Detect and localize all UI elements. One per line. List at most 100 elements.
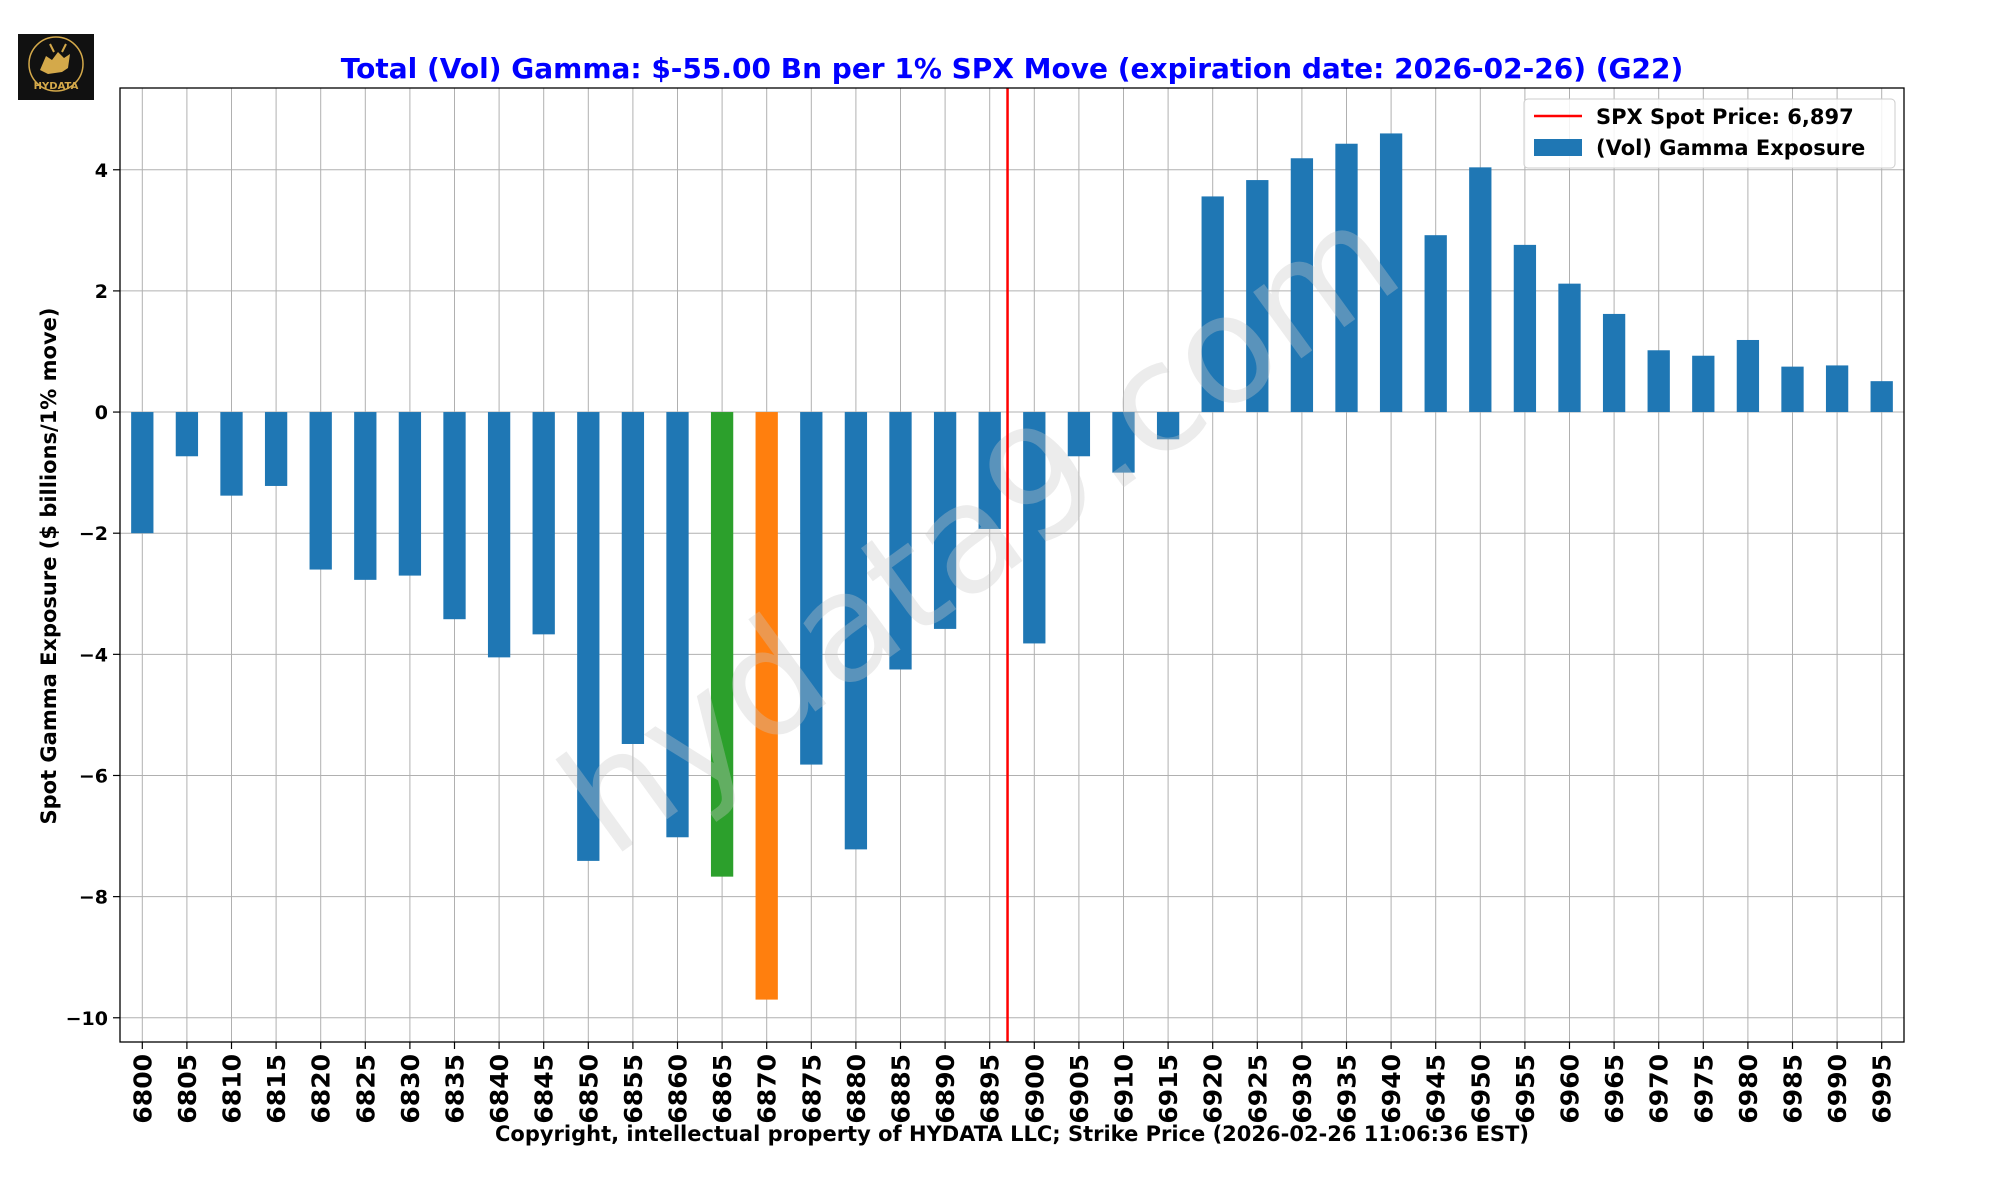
bar-6910	[1112, 412, 1135, 473]
y-tick-label: −8	[79, 887, 108, 909]
bar-6930	[1290, 158, 1314, 413]
x-tick-label: 6890	[931, 1054, 960, 1124]
bar-6970	[1647, 350, 1670, 413]
x-tick-label: 6850	[574, 1054, 603, 1124]
x-tick-label: 6860	[664, 1054, 693, 1124]
x-tick-label: 6805	[173, 1054, 202, 1124]
x-tick-label: 6950	[1466, 1054, 1495, 1124]
y-tick-label: −4	[79, 644, 108, 666]
watermark: hydata9.com	[530, 169, 1429, 889]
bar-6800	[131, 412, 154, 534]
bar-6900	[1023, 412, 1046, 644]
plot-frame	[119, 87, 1905, 1043]
x-tick-label: 6910	[1110, 1054, 1139, 1124]
x-tick-label: 6980	[1734, 1054, 1763, 1124]
y-tick-label: 0	[95, 402, 108, 424]
x-tick-label: 6975	[1689, 1054, 1718, 1124]
x-tick-label: 6925	[1243, 1054, 1272, 1124]
bar-6940	[1379, 133, 1403, 413]
x-tick-label: 6900	[1020, 1054, 1049, 1124]
logo-text: HYDATA	[34, 81, 79, 92]
x-tick-label: 6940	[1377, 1054, 1406, 1124]
x-tick-label: 6880	[842, 1054, 871, 1124]
bar-6905	[1067, 412, 1091, 457]
y-axis-label: Spot Gamma Exposure ($ billions/1% move)	[37, 308, 61, 825]
bar-6815	[264, 412, 288, 486]
x-tick-label: 6855	[619, 1054, 648, 1124]
x-tick-label: 6970	[1645, 1054, 1674, 1124]
x-tick-label: 6820	[307, 1054, 336, 1124]
x-tick-label: 6865	[708, 1054, 737, 1124]
bar-6920	[1201, 196, 1224, 413]
x-tick-label: 6870	[753, 1054, 782, 1124]
x-tick-label: 6810	[218, 1054, 247, 1124]
x-tick-label: 6920	[1199, 1054, 1228, 1124]
x-tick-label: 6875	[797, 1054, 826, 1124]
x-tick-label: 6995	[1868, 1054, 1897, 1124]
bar-6955	[1513, 244, 1537, 413]
bar-6810	[220, 412, 243, 496]
bar-6925	[1246, 180, 1269, 413]
bar-6830	[398, 412, 422, 576]
x-tick-label: 6830	[396, 1054, 425, 1124]
bar-6890	[933, 412, 957, 629]
bar-6860	[666, 412, 689, 838]
x-tick-label: 6965	[1600, 1054, 1629, 1124]
bull-logo-icon: HYDATA	[28, 36, 84, 92]
x-tick-label: 6840	[485, 1054, 514, 1124]
x-tick-label: 6885	[887, 1054, 916, 1124]
x-tick-label: 6935	[1333, 1054, 1362, 1124]
bar-6960	[1558, 283, 1581, 413]
x-tick-label: 6990	[1823, 1054, 1852, 1124]
bar-6875	[800, 412, 823, 765]
bar-6945	[1424, 235, 1447, 413]
bar-6835	[443, 412, 466, 620]
x-tick-label: 6895	[976, 1054, 1005, 1124]
bar-6880	[844, 412, 868, 850]
legend-bar-swatch-icon	[1534, 139, 1582, 156]
bar-6845	[532, 412, 555, 635]
x-axis-ticks: 6800 6805 6810 6815 6820 6825 6830 6835 6840 6845…	[128, 1042, 1897, 1124]
bar-6950	[1469, 167, 1492, 413]
x-tick-label: 6835	[441, 1054, 470, 1124]
bar-6825	[354, 412, 377, 580]
x-tick-label: 6915	[1154, 1054, 1183, 1124]
x-tick-label: 6905	[1065, 1054, 1094, 1124]
bar-6915	[1156, 412, 1180, 440]
y-tick-label: 2	[95, 281, 108, 303]
x-tick-label: 6960	[1556, 1054, 1585, 1124]
y-tick-label: −10	[66, 1008, 108, 1030]
x-tick-label: 6985	[1779, 1054, 1808, 1124]
x-tick-label: 6845	[530, 1054, 559, 1124]
chart-title: Total (Vol) Gamma: $-55.00 Bn per 1% SPX…	[341, 52, 1684, 85]
x-tick-label: 6825	[351, 1054, 380, 1124]
bar-6980	[1736, 339, 1760, 413]
bar-6985	[1781, 366, 1804, 413]
bars	[131, 133, 1893, 1000]
hydata-logo: HYDATA	[18, 34, 94, 100]
bar-6885	[889, 412, 912, 670]
legend: SPX Spot Price: 6,897 (Vol) Gamma Exposu…	[1523, 98, 1896, 169]
bar-6850	[577, 412, 600, 861]
bar-6855	[621, 412, 645, 744]
bar-6990	[1825, 365, 1849, 413]
x-axis-label: Copyright, intellectual property of HYDA…	[495, 1122, 1529, 1146]
legend-spot-label: SPX Spot Price: 6,897	[1596, 105, 1854, 129]
bar-6820	[309, 412, 332, 570]
legend-series-label: (Vol) Gamma Exposure	[1596, 136, 1865, 160]
bar-6965	[1602, 313, 1626, 413]
x-tick-label: 6800	[128, 1054, 157, 1124]
bar-6995	[1870, 381, 1893, 413]
bar-6840	[487, 412, 511, 658]
x-tick-label: 6945	[1422, 1054, 1451, 1124]
y-tick-label: −2	[79, 523, 108, 545]
x-tick-label: 6955	[1511, 1054, 1540, 1124]
bar-6865	[710, 412, 734, 877]
x-tick-label: 6815	[262, 1054, 291, 1124]
bar-6805	[175, 412, 199, 457]
bar-6975	[1692, 355, 1715, 413]
y-tick-label: −6	[79, 765, 108, 787]
watermark-text: hydata9.com	[530, 169, 1429, 889]
